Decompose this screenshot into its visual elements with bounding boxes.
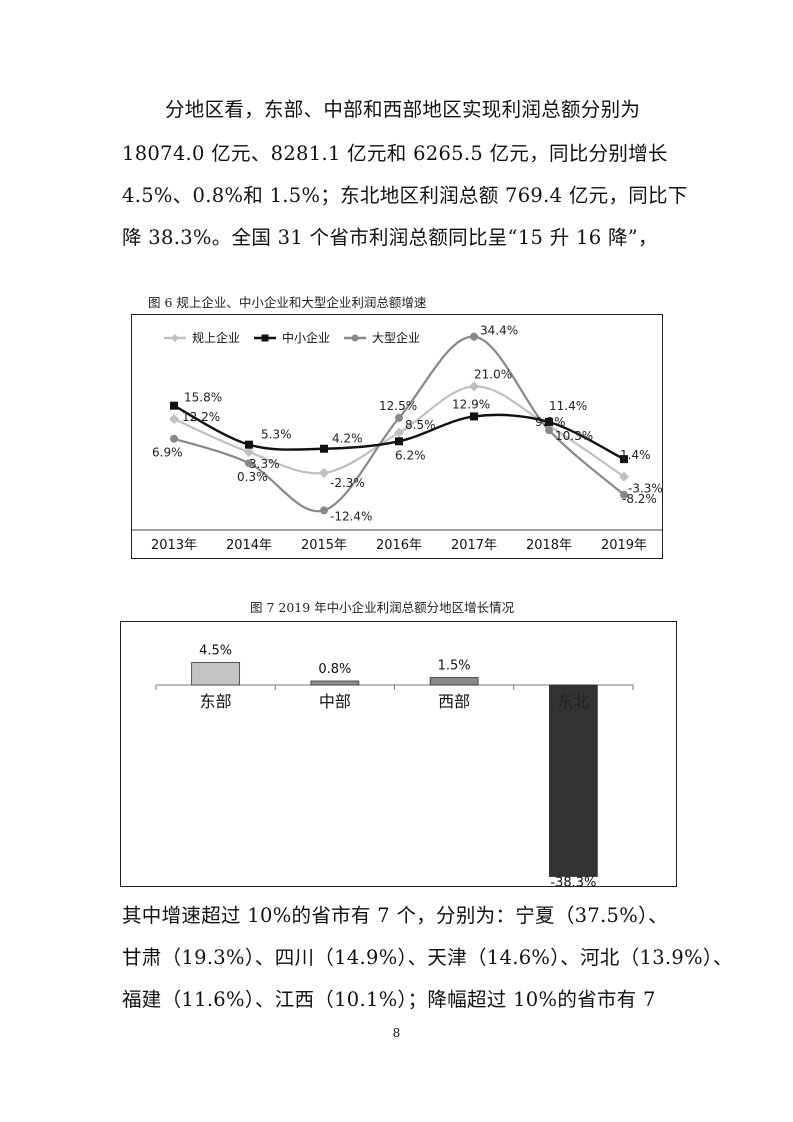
figure7-title: 图 7 2019 年中小企业利润总额分地区增长情况 xyxy=(250,600,515,615)
bar-value-label: 0.8% xyxy=(318,662,351,677)
page-number: 8 xyxy=(392,1026,401,1040)
paragraph-bottom-line-2: 甘肃（19.3%）、四川（14.9%）、天津（14.6%）、河北（13.9%）、 xyxy=(122,946,733,969)
data-point xyxy=(470,412,478,421)
bar-西部 xyxy=(429,677,479,686)
data-label: 3.3% xyxy=(249,457,280,471)
data-point xyxy=(470,332,478,341)
x-tick-label: 2016年 xyxy=(376,538,422,553)
data-point xyxy=(394,427,404,438)
x-tick-label: 2015年 xyxy=(301,538,347,553)
data-label: 11.4% xyxy=(549,399,587,413)
legend: 规上企业 中小企业 大型企业 xyxy=(164,330,420,345)
legend-label: 大型企业 xyxy=(372,330,420,345)
paragraph-top-line-2: 18074.0 亿元、8281.1 亿元和 6265.5 亿元，同比分别增长 xyxy=(122,142,668,165)
figure6-line-chart: 2013年 2014年 2015年 2016年 2017年 2018年 2019年 12.2%… xyxy=(132,324,663,553)
data-label: 21.0% xyxy=(474,367,512,381)
category-label: 东北 xyxy=(557,692,589,711)
bar-中部 xyxy=(310,680,360,686)
paragraph-bottom-line-3: 福建（11.6%）、江西（10.1%）；降幅超过 10%的省市有 7 xyxy=(122,988,656,1011)
data-label: 9.2% xyxy=(535,415,566,429)
figure6-chart-frame: 2013年 2014年 2015年 2016年 2017年 2018年 2019年 12.2%… xyxy=(131,314,663,559)
data-label: 12.9% xyxy=(452,397,490,411)
data-point xyxy=(245,459,253,468)
category-label: 西部 xyxy=(438,692,470,711)
legend-marker xyxy=(351,334,359,342)
data-point xyxy=(395,437,403,446)
data-point xyxy=(170,434,178,443)
x-tick-label: 2018年 xyxy=(526,538,572,553)
paragraph-top-line-3: 4.5%、0.8%和 1.5%；东北地区利润总额 769.4 亿元，同比下 xyxy=(122,184,688,207)
data-label: 34.4% xyxy=(480,324,518,338)
paragraph-bottom-line-1: 其中增速超过 10%的省市有 7 个，分别为：宁夏（37.5%）、 xyxy=(122,904,668,927)
data-point xyxy=(545,426,553,435)
category-label: 中部 xyxy=(319,692,351,711)
x-tick-label: 2019年 xyxy=(601,538,647,553)
legend-marker xyxy=(171,334,179,342)
data-label: 10.3% xyxy=(555,429,593,443)
data-label: 12.5% xyxy=(379,399,417,413)
data-label: 15.8% xyxy=(184,391,222,405)
data-point xyxy=(320,444,328,453)
data-label: 6.9% xyxy=(152,446,183,460)
data-point xyxy=(169,414,179,425)
data-label: 1.4% xyxy=(620,448,651,462)
data-label: 12.2% xyxy=(182,410,220,424)
bar-value-label: -38.3% xyxy=(550,876,596,887)
data-point xyxy=(319,467,329,478)
data-point xyxy=(170,401,178,410)
data-label: -8.2% xyxy=(622,492,657,506)
figure7-chart-frame: 4.5% 东部 0.8% 中部 1.5% 西部 -38.3% 东北 xyxy=(120,621,677,891)
legend-label: 规上企业 xyxy=(192,330,240,345)
data-point xyxy=(244,447,254,458)
data-label: -3.3% xyxy=(628,482,662,496)
x-tick-label: 2013年 xyxy=(151,538,197,553)
data-label: -12.4% xyxy=(330,509,372,523)
data-label: 0.3% xyxy=(237,470,268,484)
data-point xyxy=(620,455,628,464)
x-tick-label: 2014年 xyxy=(226,538,272,553)
figure6-title: 图 6 规上企业、中小企业和大型企业利润总额增速 xyxy=(148,295,427,310)
bar-东北 xyxy=(548,684,598,877)
data-point xyxy=(245,440,253,449)
bar-value-label: 1.5% xyxy=(438,659,471,674)
data-point xyxy=(320,506,328,515)
legend-label: 中小企业 xyxy=(282,330,330,345)
data-point xyxy=(469,381,479,392)
category-label: 东部 xyxy=(200,692,232,711)
bar-value-label: 4.5% xyxy=(199,644,232,659)
paragraph-top-line-1: 分地区看，东部、中部和西部地区实现利润总额分别为 xyxy=(165,98,641,121)
data-point xyxy=(395,413,403,422)
figure7-bar-chart: 4.5% 东部 0.8% 中部 1.5% 西部 -38.3% 东北 xyxy=(155,644,634,891)
data-label: 4.2% xyxy=(332,432,363,446)
legend-marker xyxy=(261,334,269,342)
paragraph-top-line-4: 降 38.3%。全国 31 个省市利润总额同比呈“15 升 16 降”， xyxy=(122,226,658,249)
data-label: 8.5% xyxy=(405,418,436,432)
data-point xyxy=(545,418,553,427)
data-point xyxy=(620,490,628,499)
data-label: 6.2% xyxy=(395,448,426,462)
x-tick-label: 2017年 xyxy=(451,538,497,553)
bar-东部 xyxy=(191,662,241,686)
data-label: 5.3% xyxy=(261,428,292,442)
data-label: -2.3% xyxy=(330,476,365,490)
data-point xyxy=(619,471,629,482)
